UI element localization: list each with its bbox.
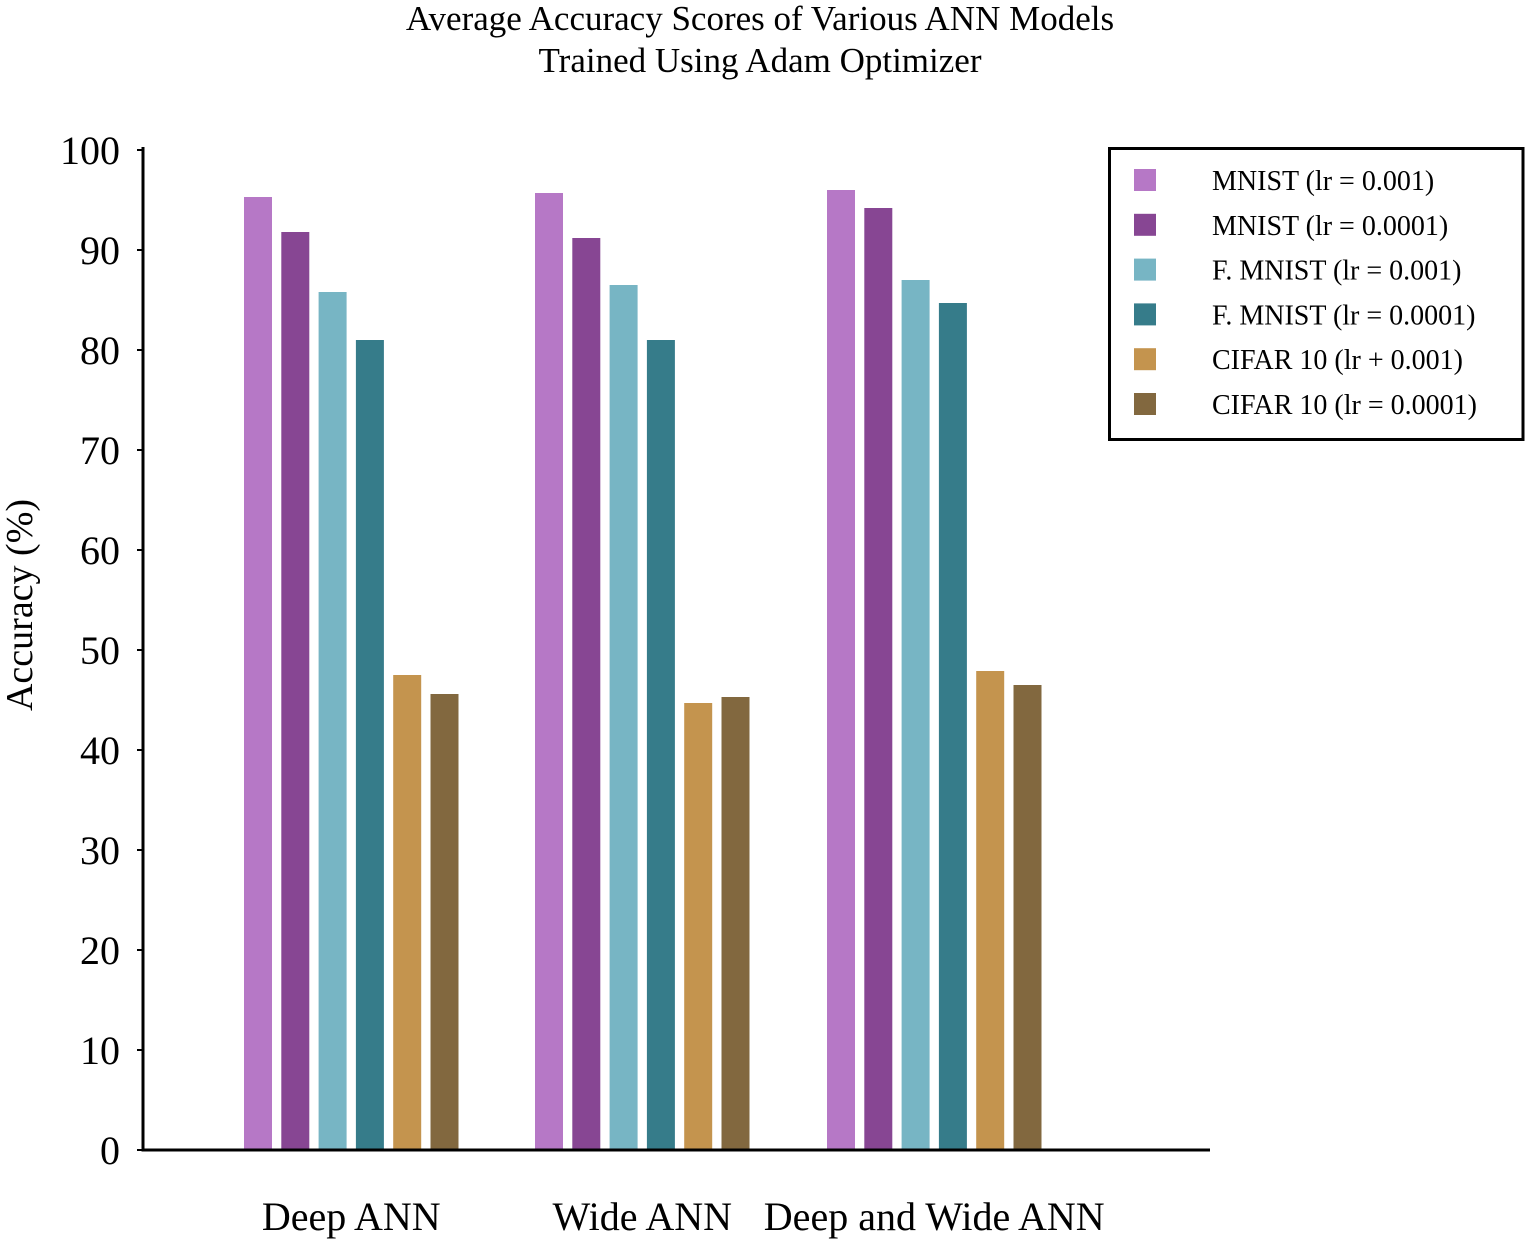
y-axis-ticks: 0 10 20 30 40 50 60 70 80 90 100 xyxy=(60,128,143,1173)
bar xyxy=(721,697,750,1150)
x-category-label: Deep ANN xyxy=(262,1194,441,1239)
bar xyxy=(535,193,563,1150)
chart-title-line-1: Average Accuracy Scores of Various ANN M… xyxy=(406,0,1114,38)
y-tick-label: 40 xyxy=(80,728,120,773)
bar xyxy=(318,292,347,1150)
legend-box xyxy=(1108,147,1525,441)
legend-items: MNIST (lr = 0.001) MNIST (lr = 0.0001) F. … xyxy=(1134,166,1477,421)
x-axis-category-labels: Deep ANN Wide ANN Deep and Wide ANN xyxy=(262,1194,1105,1239)
bar xyxy=(938,303,967,1150)
bar xyxy=(864,208,893,1150)
legend-swatch xyxy=(1134,303,1156,326)
legend-swatch xyxy=(1134,213,1156,236)
y-tick-label: 10 xyxy=(80,1028,120,1073)
bar xyxy=(393,675,422,1150)
x-category-label: Wide ANN xyxy=(553,1194,732,1239)
y-tick-label: 80 xyxy=(80,328,120,373)
y-tick-label: 70 xyxy=(80,428,120,473)
bar xyxy=(976,671,1005,1150)
legend-label: MNIST (lr = 0.001) xyxy=(1212,166,1434,197)
bar xyxy=(609,285,638,1150)
legend-label: CIFAR 10 (lr + 0.001) xyxy=(1212,345,1463,376)
y-tick-label: 50 xyxy=(80,628,120,673)
bar xyxy=(827,190,855,1150)
legend-label: F. MNIST (lr = 0.001) xyxy=(1212,256,1461,287)
bar xyxy=(244,197,272,1150)
bar xyxy=(572,238,601,1150)
bar xyxy=(901,280,930,1150)
chart-title-line-2: Trained Using Adam Optimizer xyxy=(539,41,982,80)
legend-swatch xyxy=(1134,393,1156,415)
bar xyxy=(684,703,713,1150)
bar xyxy=(355,340,384,1150)
legend-label: F. MNIST (lr = 0.0001) xyxy=(1212,300,1475,331)
y-tick-label: 30 xyxy=(80,828,120,873)
legend-swatch xyxy=(1134,169,1156,191)
bars-group xyxy=(244,190,1042,1150)
bar xyxy=(430,694,459,1150)
y-tick-label: 0 xyxy=(100,1128,120,1173)
x-category-label: Deep and Wide ANN xyxy=(764,1194,1105,1239)
bar xyxy=(281,232,310,1150)
y-tick-label: 100 xyxy=(60,128,120,173)
legend-label: MNIST (lr = 0.0001) xyxy=(1212,211,1448,242)
legend-label: CIFAR 10 (lr = 0.0001) xyxy=(1212,390,1477,421)
legend: MNIST (lr = 0.001) MNIST (lr = 0.0001) F. … xyxy=(1108,147,1525,441)
bar xyxy=(1013,685,1042,1150)
legend-swatch xyxy=(1134,258,1156,281)
y-tick-label: 20 xyxy=(80,928,120,973)
legend-swatch xyxy=(1134,348,1156,371)
y-tick-label: 90 xyxy=(80,228,120,273)
y-axis-label: Accuracy (%) xyxy=(0,499,41,711)
y-tick-label: 60 xyxy=(80,528,120,573)
bar xyxy=(646,340,675,1150)
